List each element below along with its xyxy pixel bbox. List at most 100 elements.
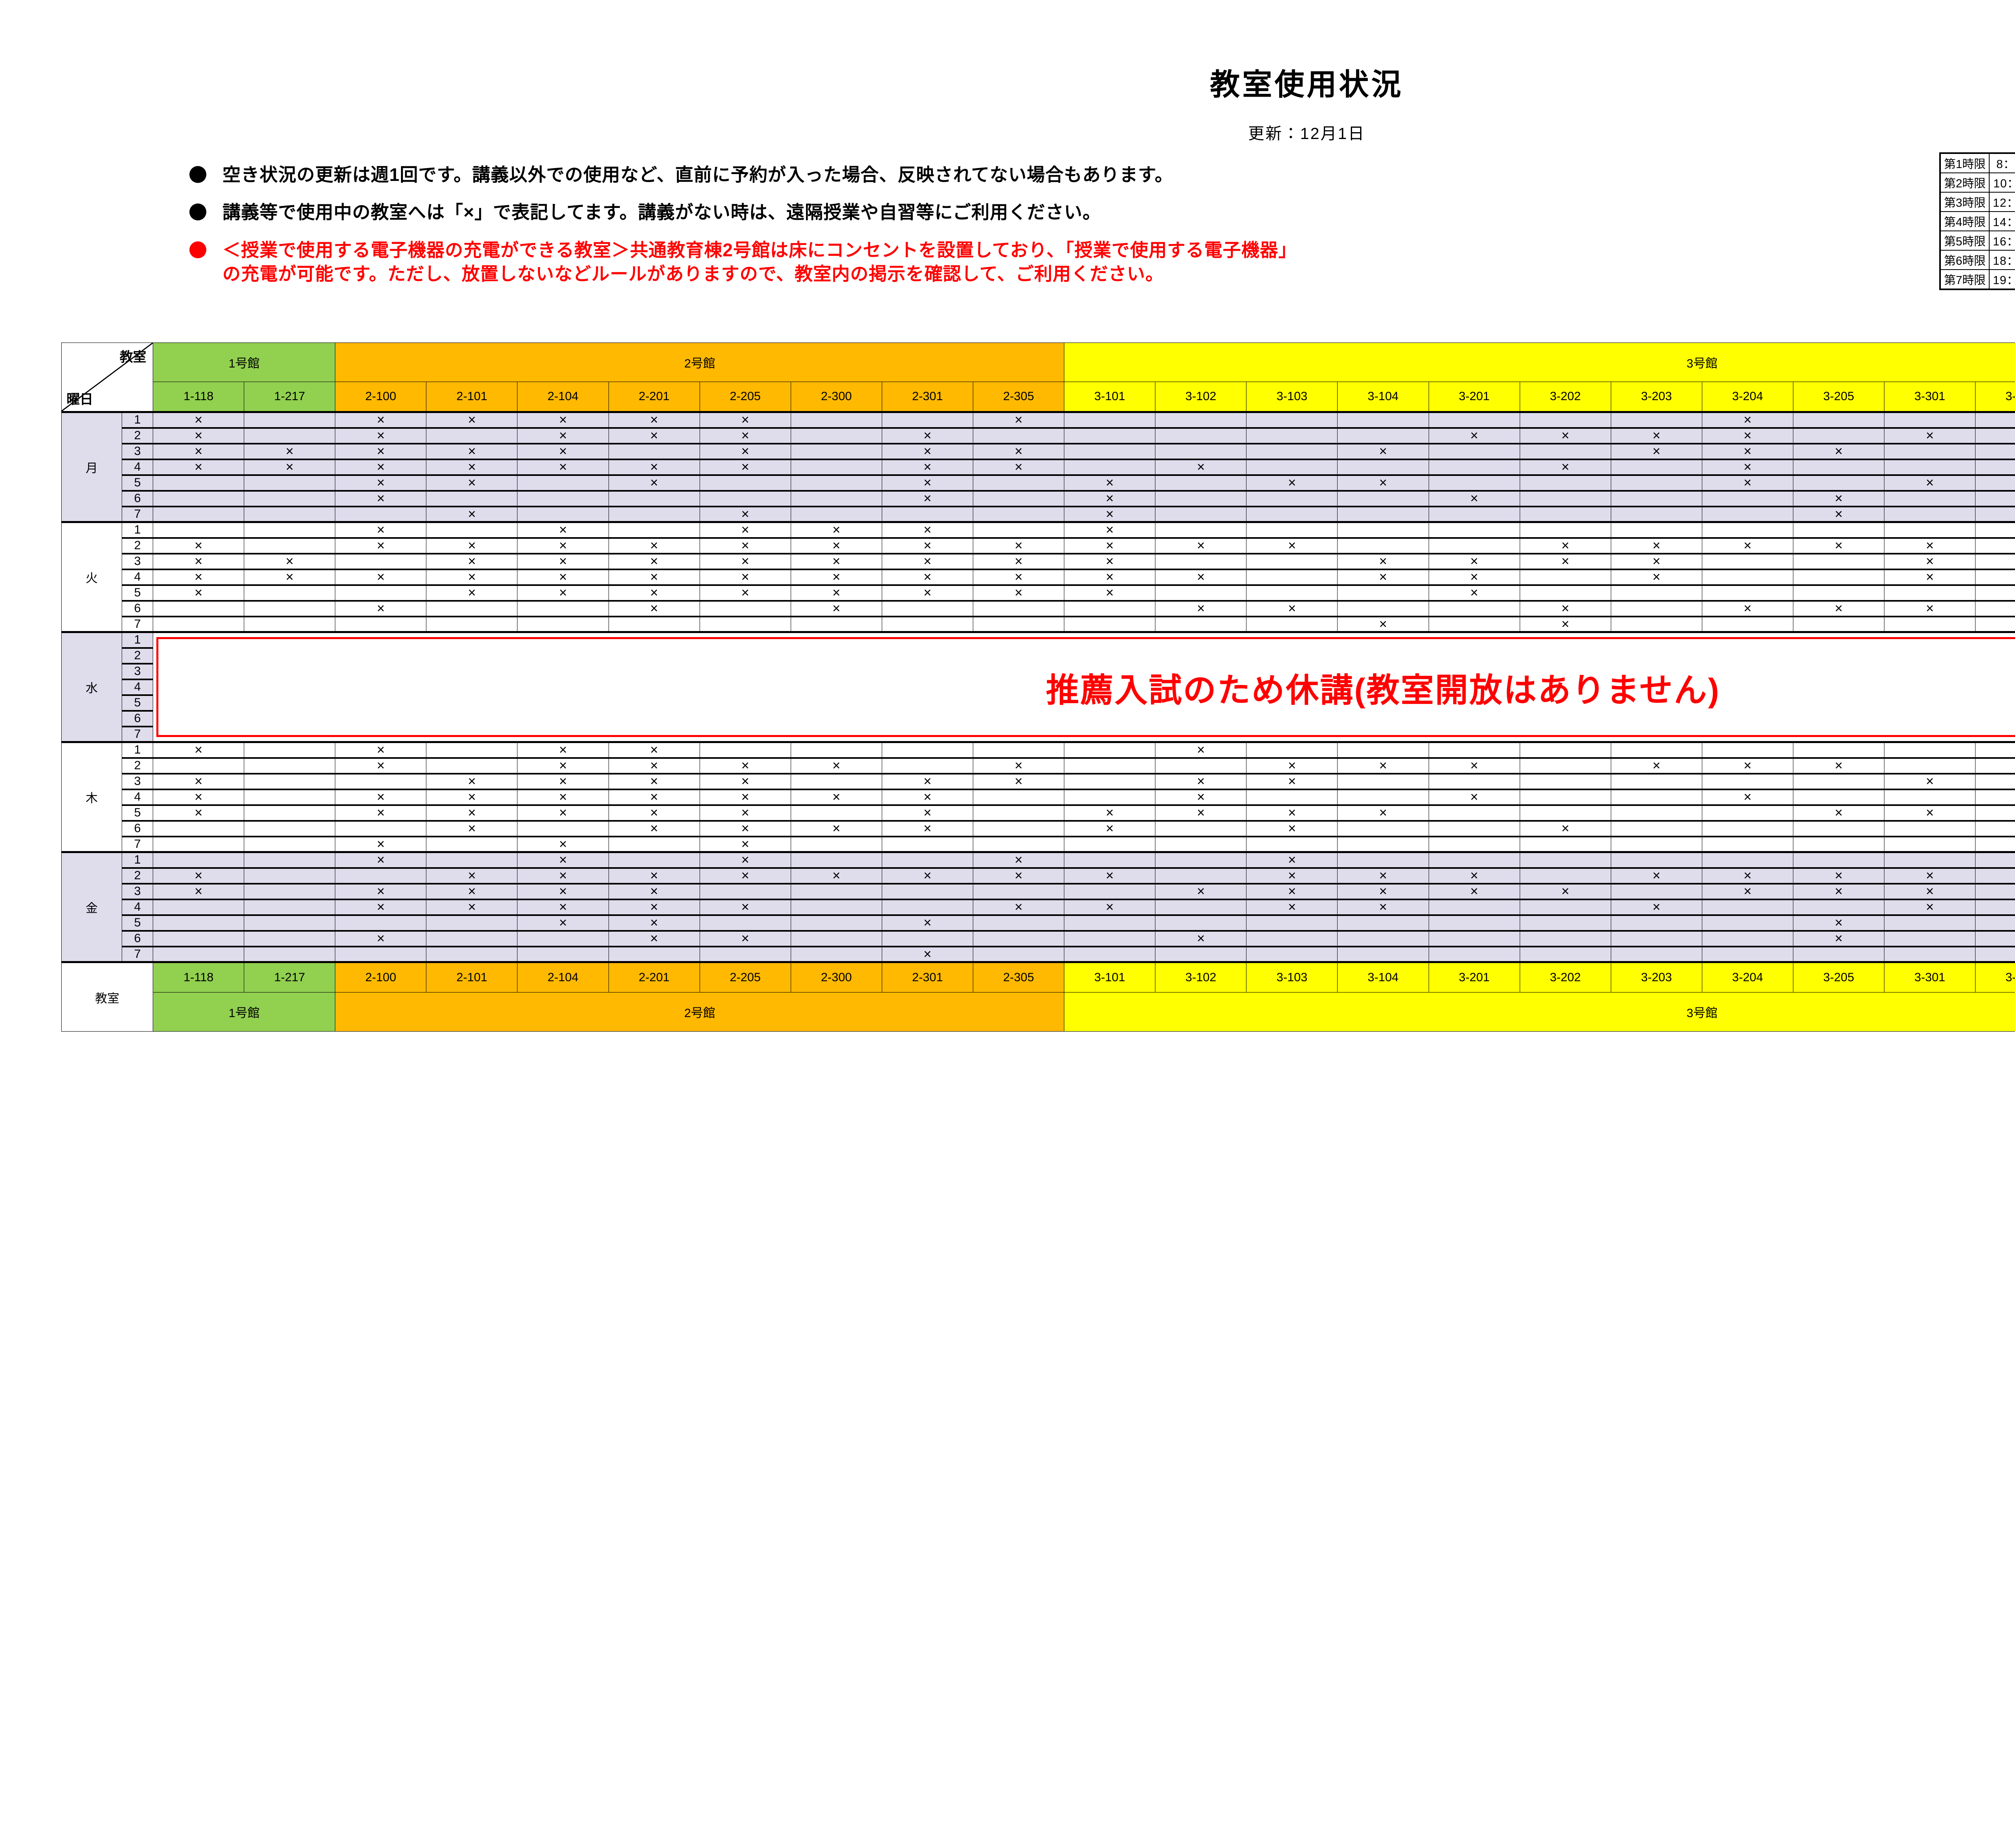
cell-金-1-2-101[interactable] [426,851,518,868]
cell-火-6-3-103[interactable]: × [1246,600,1338,617]
cell-月-4-3-104[interactable] [1337,458,1429,475]
cell-木-5-2-104[interactable]: × [517,804,609,821]
cell-木-7-3-204[interactable] [1701,835,1793,852]
cell-月-3-3-103[interactable] [1246,442,1338,459]
cell-木-1-3-202[interactable] [1519,741,1611,758]
cell-木-2-2-205[interactable]: × [699,757,791,774]
cell-火-1-2-301[interactable]: × [881,521,973,538]
cell-火-6-3-302[interactable]: × [1975,600,2015,617]
cell-火-2-3-201[interactable] [1428,537,1520,554]
room-footer-2-201[interactable]: 2-201 [608,961,700,993]
room-header-2-205[interactable]: 2-205 [699,382,791,412]
cell-火-7-2-205[interactable] [699,615,791,632]
cell-火-7-3-205[interactable] [1793,615,1885,632]
cell-火-2-1-118[interactable]: × [153,537,245,554]
cell-木-2-3-204[interactable]: × [1701,757,1793,774]
cell-火-2-3-102[interactable]: × [1155,537,1247,554]
room-footer-2-100[interactable]: 2-100 [335,961,427,993]
cell-月-3-2-100[interactable]: × [335,442,427,459]
cell-月-5-2-201[interactable]: × [608,474,700,491]
cell-金-4-3-204[interactable] [1701,898,1793,915]
cell-木-2-3-205[interactable]: × [1793,757,1885,774]
cell-木-4-3-201[interactable]: × [1428,788,1520,805]
cell-金-2-2-201[interactable]: × [608,867,700,884]
cell-木-3-3-102[interactable]: × [1155,772,1247,789]
cell-月-2-2-300[interactable] [790,427,882,444]
cell-金-3-1-118[interactable]: × [153,882,245,899]
cell-火-5-3-301[interactable] [1884,584,1976,601]
cell-木-5-2-100[interactable]: × [335,804,427,821]
cell-月-2-2-101[interactable] [426,427,518,444]
cell-火-5-2-101[interactable]: × [426,584,518,601]
cell-月-1-3-204[interactable]: × [1701,411,1793,428]
cell-月-2-2-104[interactable]: × [517,427,609,444]
cell-金-2-3-301[interactable]: × [1884,867,1976,884]
cell-木-7-2-100[interactable]: × [335,835,427,852]
cell-金-1-2-300[interactable] [790,851,882,868]
cell-金-2-3-204[interactable]: × [1701,867,1793,884]
cell-木-1-3-302[interactable]: × [1975,741,2015,758]
cell-月-4-3-203[interactable] [1610,458,1702,475]
cell-木-7-3-205[interactable] [1793,835,1885,852]
cell-木-3-3-201[interactable] [1428,772,1520,789]
cell-月-5-3-104[interactable]: × [1337,474,1429,491]
cell-金-3-3-201[interactable]: × [1428,882,1520,899]
cell-月-6-3-203[interactable] [1610,490,1702,507]
cell-木-4-3-104[interactable] [1337,788,1429,805]
cell-木-3-3-204[interactable] [1701,772,1793,789]
cell-火-6-2-100[interactable]: × [335,600,427,617]
cell-火-6-3-203[interactable] [1610,600,1702,617]
cell-火-1-2-205[interactable]: × [699,521,791,538]
cell-火-7-2-104[interactable] [517,615,609,632]
cell-火-1-3-302[interactable] [1975,521,2015,538]
cell-月-6-3-101[interactable]: × [1064,490,1156,507]
cell-金-4-3-205[interactable] [1793,898,1885,915]
cell-金-7-3-301[interactable] [1884,945,1976,962]
cell-月-3-3-203[interactable]: × [1610,442,1702,459]
cell-月-4-2-205[interactable]: × [699,458,791,475]
cell-火-3-3-101[interactable]: × [1064,552,1156,569]
cell-金-5-2-104[interactable]: × [517,914,609,931]
cell-金-2-2-305[interactable]: × [972,867,1065,884]
cell-月-2-3-302[interactable]: × [1975,427,2015,444]
cell-火-5-2-300[interactable]: × [790,584,882,601]
cell-火-5-3-104[interactable] [1337,584,1429,601]
cell-月-7-3-202[interactable] [1519,505,1611,522]
room-footer-1-118[interactable]: 1-118 [153,961,245,993]
cell-月-6-3-301[interactable] [1884,490,1976,507]
cell-金-1-1-217[interactable] [244,851,336,868]
cell-月-3-2-101[interactable]: × [426,442,518,459]
availability-grid[interactable]: 教室曜日1号館2号館3号館4号館1-1181-2172-1002-1012-10… [61,343,2015,1032]
cell-金-1-2-301[interactable] [881,851,973,868]
cell-金-7-2-305[interactable] [972,945,1065,962]
cell-火-2-3-104[interactable] [1337,537,1429,554]
cell-木-6-2-101[interactable]: × [426,820,518,837]
cell-木-1-3-104[interactable] [1337,741,1429,758]
cell-木-2-2-101[interactable] [426,757,518,774]
cell-木-3-3-301[interactable]: × [1884,772,1976,789]
cell-木-7-3-103[interactable] [1246,835,1338,852]
cell-月-6-1-217[interactable] [244,490,336,507]
cell-金-4-3-301[interactable]: × [1884,898,1976,915]
room-footer-2-205[interactable]: 2-205 [699,961,791,993]
cell-木-4-3-205[interactable] [1793,788,1885,805]
cell-月-7-3-201[interactable] [1428,505,1520,522]
cell-火-3-3-301[interactable]: × [1884,552,1976,569]
cell-金-7-2-100[interactable] [335,945,427,962]
cell-火-7-3-104[interactable]: × [1337,615,1429,632]
cell-金-1-2-205[interactable]: × [699,851,791,868]
room-header-3-104[interactable]: 3-104 [1337,382,1429,412]
cell-月-6-2-205[interactable] [699,490,791,507]
cell-木-3-2-101[interactable]: × [426,772,518,789]
cell-金-6-3-203[interactable] [1610,930,1702,947]
cell-金-5-3-103[interactable] [1246,914,1338,931]
cell-月-3-3-204[interactable]: × [1701,442,1793,459]
cell-木-4-3-202[interactable] [1519,788,1611,805]
cell-金-4-2-300[interactable] [790,898,882,915]
cell-木-6-2-205[interactable]: × [699,820,791,837]
cell-月-1-2-101[interactable]: × [426,411,518,428]
cell-月-2-2-100[interactable]: × [335,427,427,444]
cell-月-6-3-302[interactable] [1975,490,2015,507]
room-header-2-101[interactable]: 2-101 [426,382,518,412]
cell-金-6-3-103[interactable] [1246,930,1338,947]
